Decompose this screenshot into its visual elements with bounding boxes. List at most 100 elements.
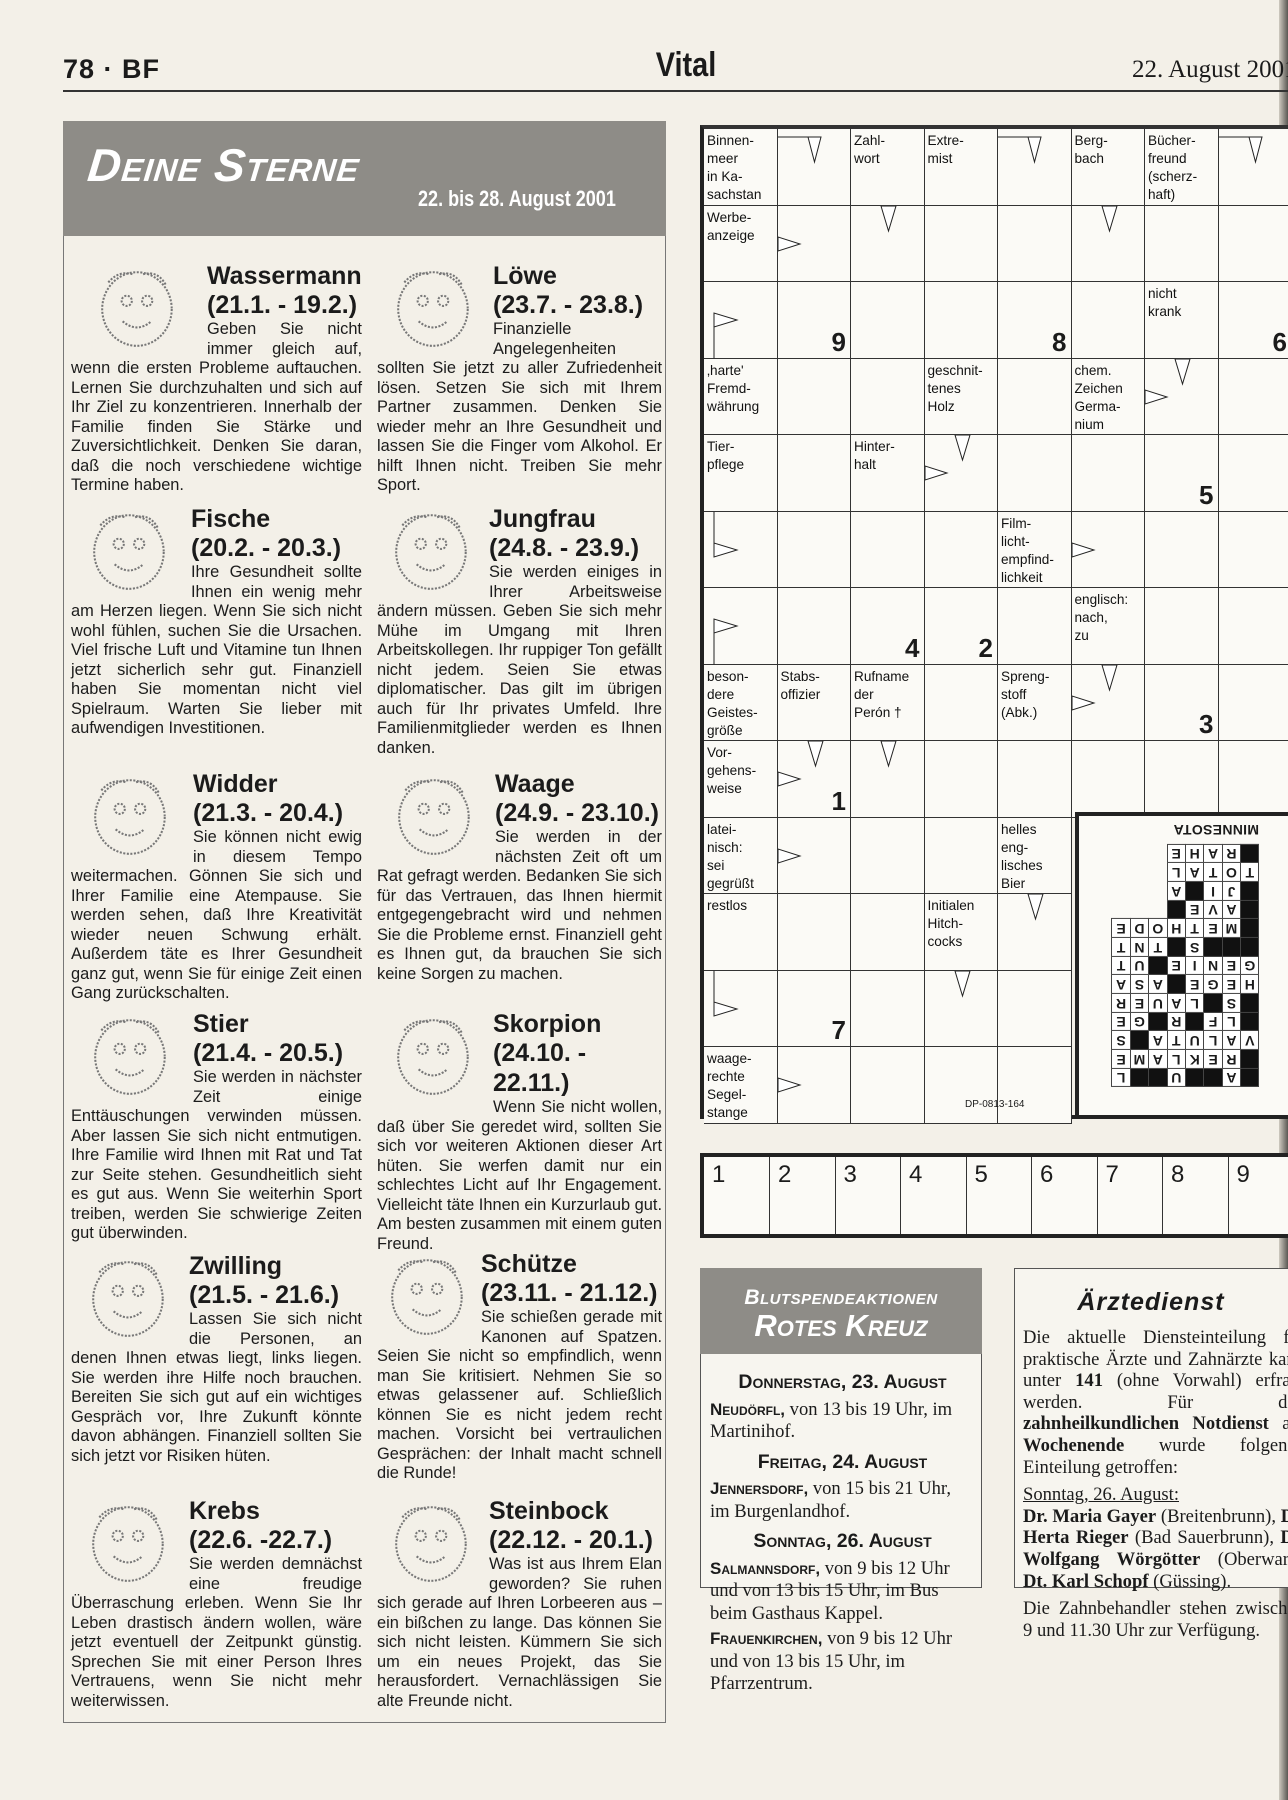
crossword-answer-cell[interactable]	[851, 817, 925, 894]
crossword-answer-cell[interactable]	[1218, 358, 1288, 435]
crossword-answer-cell[interactable]	[777, 511, 851, 588]
crossword-answer-cell[interactable]	[777, 205, 851, 282]
crossword-answer-cell[interactable]	[851, 205, 925, 282]
crossword-clue-cell: englisch: nach, zu	[1071, 588, 1145, 665]
crossword-clue-cell: beson- dere Geistes- größe	[704, 664, 778, 741]
crossword-answer-cell[interactable]	[777, 129, 851, 206]
sign-name: Jungfrau	[489, 505, 596, 533]
blood-donation-place: Salmannsdorf,	[710, 1558, 821, 1578]
crossword-answer-cell[interactable]	[998, 588, 1072, 665]
crossword-answer-cell[interactable]	[704, 588, 778, 665]
crossword-answer-cell[interactable]	[924, 741, 998, 818]
crossword-answer-cell[interactable]	[1218, 664, 1288, 741]
blood-donation-entry: Salmannsdorf, von 9 bis 12 Uhr und von 1…	[710, 1558, 975, 1626]
crossword-answer-cell[interactable]: 7	[777, 970, 851, 1047]
crossword-answer-cell[interactable]	[1145, 205, 1219, 282]
solution-letter-cell: E	[1111, 1011, 1131, 1032]
crossword-answer-cell[interactable]	[924, 205, 998, 282]
blood-donation-day: Donnerstag, 23. August	[738, 1371, 947, 1393]
crossword-answer-cell[interactable]	[1071, 741, 1145, 818]
solution-letter-cell: A	[1148, 1030, 1168, 1051]
crossword-answer-cell[interactable]	[777, 435, 851, 512]
crossword-answer-cell[interactable]	[998, 1047, 1072, 1124]
crossword-answer-cell[interactable]	[851, 894, 925, 971]
solution-black-cell	[1240, 899, 1260, 920]
crossword-answer-cell[interactable]	[998, 358, 1072, 435]
solution-letter-cell: A	[1203, 843, 1223, 864]
crossword-answer-cell[interactable]	[924, 1047, 998, 1124]
crossword-answer-cell[interactable]	[998, 741, 1072, 818]
crossword-answer-cell[interactable]	[704, 282, 778, 359]
solution-strip-box[interactable]: 8	[1163, 1157, 1229, 1234]
clue-text: nicht krank	[1148, 286, 1182, 319]
crossword-answer-cell[interactable]	[1145, 358, 1219, 435]
crossword-answer-cell[interactable]	[924, 282, 998, 359]
crossword-answer-cell[interactable]	[777, 358, 851, 435]
crossword-answer-cell[interactable]: 8	[998, 282, 1072, 359]
solution-black-cell	[1184, 880, 1205, 901]
crossword-answer-cell[interactable]	[1145, 741, 1219, 818]
solution-strip-box[interactable]: 5	[967, 1157, 1032, 1234]
crossword-answer-cell[interactable]	[924, 970, 998, 1047]
crossword-answer-cell[interactable]	[851, 511, 925, 588]
crossword-answer-cell[interactable]	[998, 970, 1072, 1047]
solution-strip-box[interactable]: 3	[836, 1157, 901, 1234]
solution-letter-cell: A	[1148, 1049, 1168, 1069]
crossword-answer-cell[interactable]	[998, 894, 1072, 971]
crossword-answer-cell[interactable]: 2	[924, 588, 998, 665]
crossword-answer-cell[interactable]	[851, 282, 925, 359]
crossword-answer-cell[interactable]	[998, 205, 1072, 282]
crossword-answer-cell[interactable]	[851, 970, 925, 1047]
solution-black-cell	[1240, 1067, 1260, 1088]
crossword-clue-cell: Extre- mist	[924, 129, 998, 206]
crossword-answer-cell[interactable]	[998, 435, 1072, 512]
clue-text: Tier- pflege	[707, 439, 745, 472]
crossword-answer-cell[interactable]	[1145, 511, 1219, 588]
crossword-answer-cell[interactable]	[1145, 588, 1219, 665]
solution-strip-box[interactable]: 4	[901, 1157, 967, 1234]
crossword-answer-cell[interactable]	[924, 664, 998, 741]
crossword-answer-cell[interactable]	[998, 129, 1072, 206]
solution-strip-box[interactable]: 9	[1229, 1157, 1288, 1234]
crossword-answer-cell[interactable]	[1218, 741, 1288, 818]
crossword-answer-cell[interactable]	[851, 741, 925, 818]
crossword-answer-cell[interactable]	[704, 511, 778, 588]
crossword-answer-cell[interactable]	[1071, 511, 1145, 588]
solution-strip-box[interactable]: 6	[1032, 1157, 1098, 1234]
bold-text: Dt. Karl Schopf	[1023, 1570, 1149, 1592]
crossword-answer-cell[interactable]	[1218, 511, 1288, 588]
solution-strip-box[interactable]: 1	[704, 1157, 770, 1234]
solution-black-cell	[1240, 1049, 1260, 1069]
crossword-answer-cell[interactable]	[704, 970, 778, 1047]
crossword-answer-cell[interactable]	[1071, 205, 1145, 282]
solution-strip-box[interactable]: 7	[1098, 1157, 1163, 1234]
crossword-answer-cell[interactable]	[777, 588, 851, 665]
crossword-answer-cell[interactable]	[924, 511, 998, 588]
crossword-answer-cell[interactable]	[924, 435, 998, 512]
crossword-answer-cell[interactable]	[1218, 205, 1288, 282]
solution-letter-cell: A	[1166, 880, 1186, 901]
crossword-answer-cell[interactable]: 1	[777, 741, 851, 818]
crossword-answer-cell[interactable]: 3	[1145, 664, 1219, 741]
crossword-answer-cell[interactable]	[777, 1047, 851, 1124]
crossword-answer-cell[interactable]: 4	[851, 588, 925, 665]
crossword-answer-cell[interactable]	[1218, 129, 1288, 206]
crossword-answer-cell[interactable]	[851, 1047, 925, 1124]
crossword-answer-cell[interactable]: 5	[1145, 435, 1219, 512]
crossword-answer-cell[interactable]	[1218, 435, 1288, 512]
clue-text: Binnen- meer in Ka- sachstan	[707, 133, 762, 202]
crossword-answer-cell[interactable]	[1071, 282, 1145, 359]
crossword-answer-cell[interactable]	[924, 817, 998, 894]
crossword-answer-cell[interactable]	[1071, 435, 1145, 512]
crossword-answer-cell[interactable]: 6	[1218, 282, 1288, 359]
solution-letter-cell: V	[1203, 899, 1223, 920]
crossword-answer-cell[interactable]: 9	[777, 282, 851, 359]
solution-strip-box[interactable]: 2	[770, 1157, 836, 1234]
crossword-answer-cell[interactable]	[1218, 588, 1288, 665]
crossword-answer-cell[interactable]	[851, 358, 925, 435]
crossword-answer-cell[interactable]	[777, 894, 851, 971]
crossword-answer-cell[interactable]	[1071, 664, 1145, 741]
crossword-answer-cell[interactable]	[777, 817, 851, 894]
solution-black-cell	[1240, 843, 1260, 864]
